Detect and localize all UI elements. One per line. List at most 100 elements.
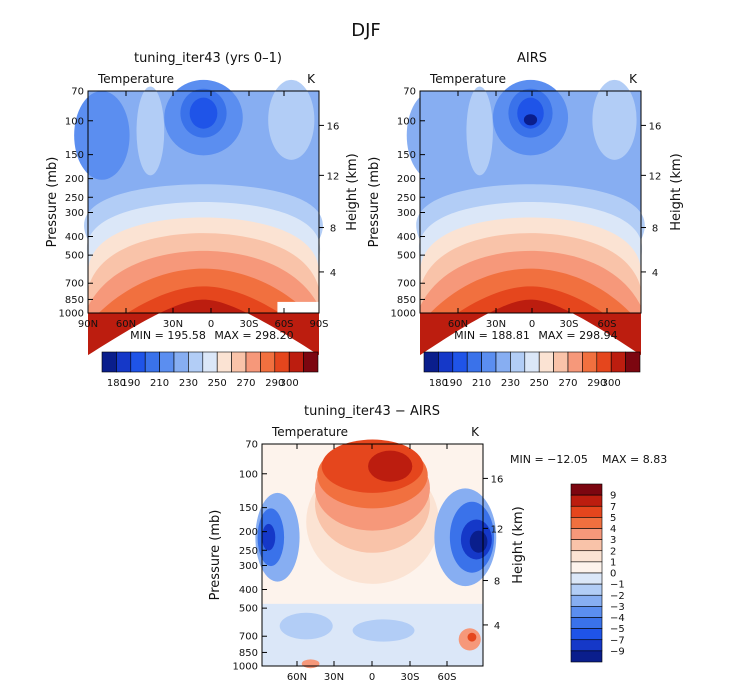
obs-variable-label: Temperature xyxy=(429,72,506,86)
obs-plot-frame xyxy=(419,90,642,314)
model-height-tick-label: 4 xyxy=(330,268,336,279)
model-colorbar-label: 180 xyxy=(107,378,126,389)
model-colorbar-swatch xyxy=(245,351,261,373)
page-title: DJF xyxy=(351,20,381,41)
diff-colorbar-swatch xyxy=(570,650,603,663)
obs-colorbar-swatch xyxy=(567,351,583,373)
obs-lat-tick-label: 30N xyxy=(486,319,506,330)
diff-colorbar-swatch xyxy=(570,528,603,540)
model-pressure-tick-label: 250 xyxy=(65,193,84,204)
model-field-missing xyxy=(277,301,319,313)
diff-colorbar-label: 2 xyxy=(610,546,616,557)
diff-colorbar-label: 0 xyxy=(610,569,616,580)
model-field-sh-upper xyxy=(268,79,315,160)
diff-colorbar-swatch xyxy=(570,583,603,596)
diff-height-tick-label: 8 xyxy=(494,577,500,588)
model-lat-tick-label: 30N xyxy=(163,319,183,330)
obs-pressure-tick-label: 100 xyxy=(397,116,416,127)
diff-pressure-tick-label: 200 xyxy=(239,527,258,538)
obs-colorbar-swatch xyxy=(596,351,612,373)
model-field xyxy=(74,79,323,356)
obs-height-tick-label: 12 xyxy=(649,171,662,182)
model-units-label: K xyxy=(307,72,316,86)
obs-pressure-tick-label: 300 xyxy=(397,208,416,219)
model-pressure-tick-label: 850 xyxy=(65,295,84,306)
diff-colorbar-label: 1 xyxy=(610,557,616,568)
obs-colorbar-swatch xyxy=(524,351,540,373)
model-title: tuning_iter43 (yrs 0–1) xyxy=(134,51,282,66)
model-lat-tick-label: 0 xyxy=(208,319,214,330)
diff-height-tick-label: 4 xyxy=(494,621,500,632)
model-field-nh-band xyxy=(136,86,165,176)
obs-colorbar-label: 250 xyxy=(530,378,549,389)
diff-pressure-tick-label: 70 xyxy=(245,440,258,451)
model-colorbar-label: 290 xyxy=(265,378,284,389)
obs-lat-tick-label: 60S xyxy=(597,319,616,330)
obs-colorbar-swatch xyxy=(538,351,554,373)
obs-colorbar-swatch xyxy=(610,351,626,373)
diff-colorbar-label: −4 xyxy=(610,613,625,624)
obs-height-tick-label: 8 xyxy=(652,224,658,235)
model-colorbar-swatch xyxy=(231,351,247,373)
obs-colorbar-swatch xyxy=(452,351,468,373)
obs-field-cold-trop-core xyxy=(517,97,544,129)
diff-colorbar-swatch xyxy=(570,617,603,629)
model-pressure-tick-label: 150 xyxy=(65,150,84,161)
model-colorbar-swatch xyxy=(144,351,160,373)
diff-pressure-tick-label: 300 xyxy=(239,561,258,572)
diff-colorbar-label: 7 xyxy=(610,502,616,513)
model-field-nh-upper xyxy=(74,90,130,180)
diff-colorbar-swatch xyxy=(570,639,603,652)
model-colorbar-swatch xyxy=(274,351,290,373)
model-colorbar-swatch xyxy=(303,351,319,373)
diff-colorbar-label: −9 xyxy=(610,646,625,657)
diff-pressure-tick-label: 1000 xyxy=(233,662,258,673)
obs-height-tick-label: 4 xyxy=(652,268,658,279)
obs-colorbar-label: 210 xyxy=(472,378,491,389)
model-min-label: MIN = 195.58 xyxy=(130,329,206,342)
obs-pressure-tick-label: 500 xyxy=(397,251,416,262)
model-colorbar-swatch xyxy=(260,351,276,373)
model-colorbar-label: 230 xyxy=(179,378,198,389)
obs-pressure-tick-label: 400 xyxy=(397,232,416,243)
diff-field-cold-sh-min xyxy=(469,530,488,553)
obs-colorbar-swatch xyxy=(423,351,439,373)
obs-pressure-tick-label: 200 xyxy=(397,174,416,185)
obs-pressure-tick-label: 70 xyxy=(403,87,416,98)
diff-ylabel: Pressure (mb) xyxy=(208,510,223,601)
model-plot-frame xyxy=(87,90,320,314)
model-ylabel-right: Height (km) xyxy=(345,153,360,230)
model-colorbar-label: 250 xyxy=(208,378,227,389)
diff-pressure-tick-label: 250 xyxy=(239,546,258,557)
obs-colorbar-swatch xyxy=(466,351,482,373)
obs-colorbar-swatch xyxy=(625,351,641,373)
diff-field-low-cold-eq xyxy=(352,619,415,642)
diff-colorbar-label: 9 xyxy=(610,491,616,502)
obs-colorbar-label: 300 xyxy=(602,378,621,389)
model-pressure-tick-label: 100 xyxy=(65,116,84,127)
obs-max-label: MAX = 298.94 xyxy=(538,329,617,342)
obs-colorbar-swatch xyxy=(495,351,511,373)
diff-variable-label: Temperature xyxy=(271,425,348,439)
model-field-warm-level-7 xyxy=(88,299,319,356)
model-field-cold-trop-core xyxy=(189,97,218,129)
model-colorbar-swatch xyxy=(188,351,204,373)
diff-colorbar-swatch xyxy=(570,606,603,618)
obs-field-sh-upper xyxy=(592,79,637,160)
model-ylabel: Pressure (mb) xyxy=(45,157,60,248)
diff-pressure-tick-label: 100 xyxy=(239,469,258,480)
obs-colorbar-label: 190 xyxy=(443,378,462,389)
obs-colorbar-label: 270 xyxy=(558,378,577,389)
obs-ylabel: Pressure (mb) xyxy=(367,157,382,248)
model-colorbar-swatch xyxy=(173,351,189,373)
model-variable-label: Temperature xyxy=(97,72,174,86)
obs-field-nh-upper xyxy=(406,90,460,180)
model-pressure-tick-label: 200 xyxy=(65,174,84,185)
model-field-warm-level-6 xyxy=(88,286,319,342)
diff-colorbar-label: −7 xyxy=(610,635,625,646)
diff-colorbar-label: −5 xyxy=(610,624,625,635)
model-pressure-tick-label: 400 xyxy=(65,232,84,243)
diff-max-label: MAX = 8.83 xyxy=(602,453,667,466)
obs-colorbar-swatch xyxy=(553,351,569,373)
